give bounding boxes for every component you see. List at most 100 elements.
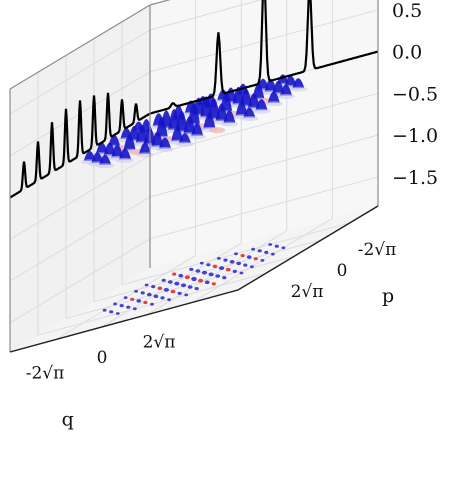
left-wall-pane [10,5,150,352]
surface-peak [240,88,253,107]
contour-dot [189,267,194,271]
contour-dot [240,253,245,258]
contour-dot [239,271,244,275]
contour-dot [271,252,275,256]
surface-peak [83,151,96,161]
contour-dot [264,250,269,254]
surface-peak-base [175,141,194,147]
surface-peak [223,110,236,123]
floor-grid-line [65,255,295,319]
surface-peak [183,116,196,134]
contour-dot [223,258,228,262]
surface-peak [108,134,121,147]
contour-dot [250,265,254,269]
contour-dot [178,273,184,278]
contour-dot [136,299,142,303]
axis-panes [10,0,378,352]
surface-peak [235,101,248,116]
surface-peak [123,134,136,151]
contour-dot [217,257,221,260]
contour-dot [140,291,145,295]
surface-peak [155,117,168,138]
surface-peak [178,133,191,144]
contour-dot [102,308,107,312]
contour-dot [133,307,137,311]
surface-peak-base [277,94,295,99]
contour-dot [234,252,238,256]
contour-dot [177,291,182,295]
contour-dot [146,292,152,297]
surface-trough [209,127,226,134]
axis-edge [9,4,151,90]
contour-dot [191,276,197,282]
contour-dot [143,300,148,305]
floor-grid-line [146,230,288,316]
surface-peak-base [116,157,134,163]
z-tick-label: −0.5 [392,83,438,105]
contour-dot [150,302,154,306]
contour-dot [215,274,221,278]
contour-dot [160,296,165,300]
contour-dot [260,259,265,262]
contour-dot [126,305,131,309]
contour-dot [268,243,273,246]
p-tick-label: -2√π [358,240,397,260]
surface-peak-base [156,147,174,152]
surface-peak [139,142,151,154]
axis-edges [9,0,379,353]
contour-dot [180,283,187,288]
contour-dot [167,298,172,301]
contour-dot [109,310,114,314]
surface-peak [175,111,188,132]
surface-peak-base [188,134,207,140]
contour-dot [195,269,201,273]
tick-labels: 1.00.50.0−0.5−1.0−1.5-2√π02√π-2√π02√πqp [26,0,438,431]
surface-peak [91,152,104,163]
contour-dot [212,264,218,269]
marginal-p-curve [149,0,379,115]
contour-dot [151,285,156,289]
contour-dot [161,278,166,282]
surface-peak [280,84,292,96]
surface-peak [215,103,228,121]
contour-dot [163,288,169,292]
contour-dot [184,293,189,297]
contour-dot [211,282,216,286]
contour-dot [199,261,204,265]
z-tick-label: 0.0 [392,42,422,64]
surface-peak [191,122,204,136]
surface-peak [267,91,280,103]
surface-peak-base [136,152,154,158]
surface-peak [247,93,260,109]
q-tick-label: 2√π [143,333,176,353]
wigner-surface [80,74,308,169]
z-tick-label: −1.0 [392,125,438,147]
z-tick-label: −1.5 [392,167,438,189]
contour-dot [187,285,193,289]
contour-dot [157,286,163,291]
contour-dot [222,276,227,280]
contour-dot [119,304,124,308]
contour-dot [208,272,214,277]
surface-peak [264,78,277,92]
surface-peak [243,107,256,118]
floor-grid-line [93,239,323,303]
contour-dot [232,269,237,273]
q-axis-label: q [62,409,74,431]
contour-dot [167,280,173,284]
q-tick-label: 0 [97,348,108,368]
contour-dot [243,263,248,267]
q-axis-line [9,289,239,353]
p-tick-label: 2√π [291,282,324,302]
surface-peak-base [220,121,239,127]
contour-dot [123,296,128,299]
contour-floor [102,243,286,315]
contour-dot [225,267,231,272]
contour-dot [236,261,242,266]
contour-dot [172,272,177,276]
contour-dot [204,280,210,285]
p-axis-label: p [382,285,394,307]
surface-peak [99,154,112,165]
